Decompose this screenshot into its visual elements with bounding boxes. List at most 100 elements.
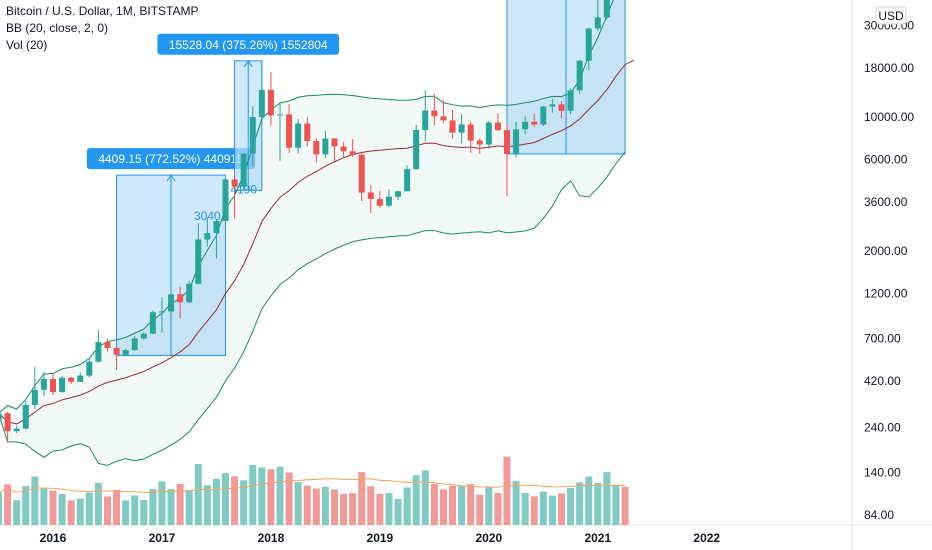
currency-badge-label: USD bbox=[878, 9, 904, 23]
candle-body bbox=[204, 233, 211, 240]
measure-label-bg bbox=[86, 148, 256, 170]
bb-lower bbox=[0, 151, 626, 466]
candle-body bbox=[494, 122, 501, 131]
time-tick-label: 2022 bbox=[693, 531, 720, 545]
candle-body bbox=[576, 60, 583, 91]
candle-body bbox=[113, 347, 120, 355]
time-axis: 2016 2017 2018 2019 2020 2021 2022 bbox=[40, 531, 721, 545]
volume-bar bbox=[421, 470, 429, 525]
measure-arrowhead bbox=[166, 174, 176, 182]
candle-body bbox=[158, 311, 165, 313]
price-tick-label: 2000.00 bbox=[864, 244, 908, 258]
candle-body bbox=[395, 191, 402, 197]
candle-body bbox=[558, 104, 565, 111]
volume-bar bbox=[358, 472, 366, 525]
currency-badge bbox=[875, 6, 907, 25]
volume-bar bbox=[222, 473, 230, 525]
candle-body bbox=[267, 89, 274, 116]
candle-body bbox=[59, 377, 66, 393]
volume-bar bbox=[349, 493, 357, 525]
volume-bar bbox=[321, 486, 329, 525]
volume-bar bbox=[267, 469, 275, 525]
candle-body bbox=[95, 342, 102, 362]
candle-body bbox=[349, 151, 356, 155]
volume-bar bbox=[476, 494, 484, 525]
candle-body bbox=[231, 179, 238, 187]
candle-body bbox=[240, 153, 247, 187]
legend-vol[interactable]: Vol (20) bbox=[6, 38, 48, 52]
volume-bar bbox=[4, 484, 12, 525]
candle-body bbox=[467, 124, 474, 141]
candle-body bbox=[168, 294, 175, 312]
candle-body bbox=[376, 198, 383, 206]
volume-bar bbox=[58, 493, 66, 525]
candle-body bbox=[340, 146, 347, 152]
price-tick-label: 700.00 bbox=[864, 331, 901, 345]
volume-bar bbox=[330, 489, 338, 525]
volume-bar bbox=[231, 476, 239, 525]
volume-bar bbox=[149, 489, 157, 525]
volume-bar bbox=[113, 489, 121, 525]
candle-body bbox=[358, 154, 365, 193]
candle-body bbox=[458, 124, 465, 133]
candle-body bbox=[68, 377, 75, 382]
volume-bar bbox=[530, 496, 538, 525]
volume-bar bbox=[548, 495, 556, 525]
candle-body bbox=[222, 179, 229, 222]
price-axis: 800000.00450000.00250000.00150000.009000… bbox=[864, 19, 914, 522]
volume-bar bbox=[430, 484, 438, 525]
time-tick-label: 2019 bbox=[367, 531, 394, 545]
volume-bar bbox=[140, 499, 148, 525]
price-tick-label: 18000.00 bbox=[864, 61, 914, 75]
time-tick-label: 2020 bbox=[475, 531, 502, 545]
candle-body bbox=[540, 106, 547, 125]
candle-body bbox=[304, 123, 311, 142]
candle-body bbox=[195, 239, 202, 284]
volume-bar bbox=[176, 483, 184, 525]
candle-body bbox=[313, 141, 320, 155]
candle-body bbox=[431, 110, 438, 117]
candle-body bbox=[413, 130, 420, 170]
volume-bar bbox=[621, 487, 629, 525]
volume-bar bbox=[585, 476, 593, 525]
candle-body bbox=[50, 379, 56, 393]
candle-body bbox=[4, 413, 11, 432]
measure-label: 4409.15 (772.52%) 440915 bbox=[98, 152, 244, 166]
candle-body bbox=[549, 104, 556, 107]
volume-bar bbox=[376, 493, 384, 525]
candle-body bbox=[531, 121, 538, 125]
volume-ma bbox=[0, 478, 626, 493]
candle-body bbox=[404, 169, 411, 192]
candle-body bbox=[22, 404, 29, 429]
volume-bar bbox=[385, 493, 393, 525]
price-tick-label: 420.00 bbox=[864, 374, 901, 388]
legend-bb[interactable]: BB (20, close, 2, 0) bbox=[6, 21, 109, 35]
legend-symbol[interactable]: Bitcoin / U.S. Dollar, 1M, BITSTAMP bbox=[6, 4, 199, 18]
candle-body bbox=[476, 140, 483, 145]
measure-arrowhead bbox=[243, 59, 253, 68]
candle-body bbox=[149, 312, 156, 334]
volume-bar bbox=[167, 489, 175, 525]
volume-bar bbox=[403, 487, 411, 525]
candle-body bbox=[213, 221, 220, 234]
volume-bar bbox=[67, 500, 75, 525]
bb-basis bbox=[0, 59, 635, 425]
candle-body bbox=[513, 129, 520, 154]
annotation: 3040 bbox=[194, 209, 221, 223]
candle-body bbox=[186, 283, 193, 303]
volume-bar bbox=[557, 493, 565, 525]
candle-body bbox=[440, 116, 447, 121]
candle-body bbox=[422, 110, 429, 131]
candle-body bbox=[131, 338, 138, 351]
bb-fill bbox=[0, 0, 626, 466]
measure-label: 15528.04 (375.26%) 1552804 bbox=[169, 38, 328, 52]
price-tick-label: 1200.00 bbox=[864, 287, 908, 301]
volume-bar bbox=[294, 481, 302, 525]
volume-bar bbox=[49, 490, 57, 525]
candle-body bbox=[277, 114, 283, 116]
volume-bar bbox=[521, 493, 529, 525]
volume-bar bbox=[576, 482, 584, 525]
volume-bar bbox=[276, 466, 284, 525]
